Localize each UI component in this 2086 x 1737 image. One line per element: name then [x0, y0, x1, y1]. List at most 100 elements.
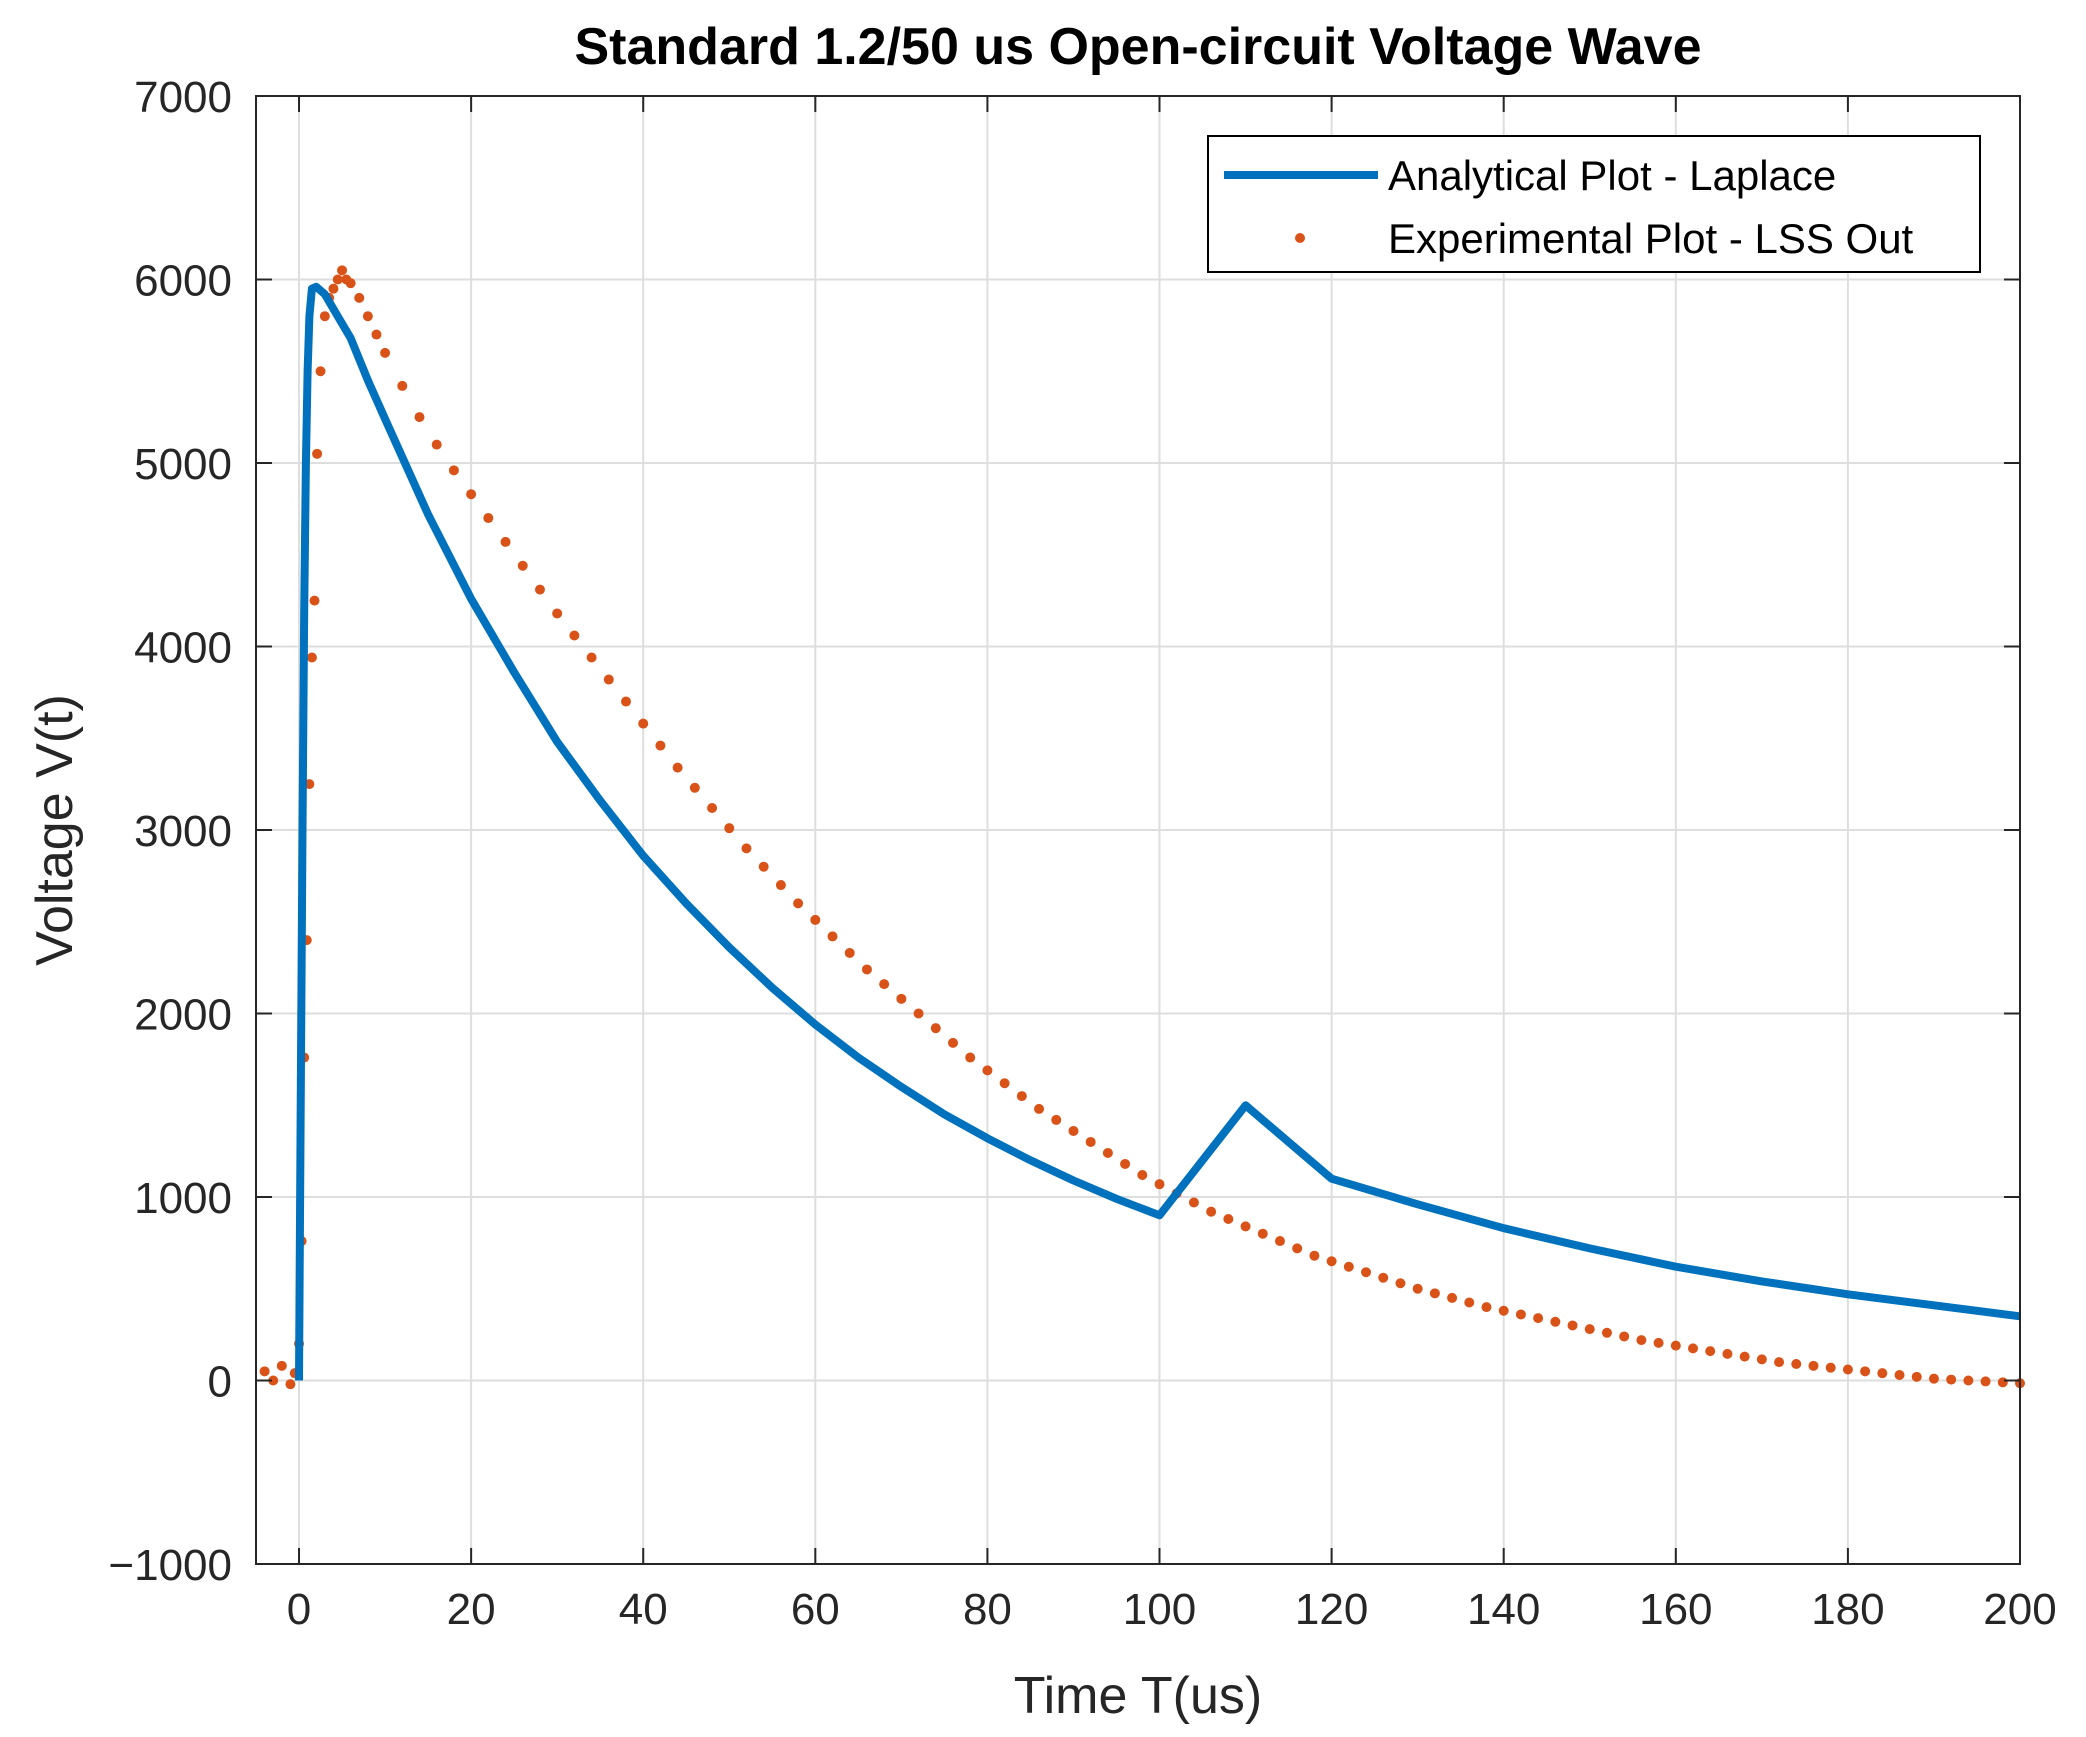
x-tick-label: 100	[1123, 1585, 1196, 1634]
experimental-point	[1670, 1340, 1681, 1351]
experimental-point	[1997, 1377, 2008, 1388]
experimental-point	[1791, 1358, 1802, 1369]
experimental-point	[1601, 1327, 1612, 1338]
experimental-point	[517, 560, 528, 571]
experimental-point	[1361, 1267, 1372, 1278]
experimental-point	[1326, 1256, 1337, 1267]
y-tick-label: 7000	[134, 73, 232, 122]
experimental-point	[689, 782, 700, 793]
experimental-point	[810, 914, 821, 925]
experimental-point	[1102, 1147, 1113, 1158]
experimental-point	[276, 1360, 287, 1371]
experimental-point	[312, 448, 323, 459]
ticks: 0 20 40 60 80 100 120 140 160 180 200 −1000 0 1000 200…	[108, 73, 2056, 1634]
experimental-point	[999, 1078, 1010, 1089]
experimental-point	[337, 265, 348, 276]
experimental-point	[328, 283, 339, 294]
experimental-point	[1963, 1375, 1974, 1386]
experimental-point	[1223, 1214, 1234, 1225]
experimental-point	[982, 1065, 993, 1076]
legend-label-analytical: Analytical Plot - Laplace	[1388, 152, 1836, 199]
y-tick-label: 4000	[134, 624, 232, 673]
experimental-point	[1980, 1376, 1991, 1387]
experimental-point	[1705, 1346, 1716, 1357]
experimental-point	[306, 652, 317, 663]
experimental-point	[1292, 1243, 1303, 1254]
experimental-point	[1274, 1236, 1285, 1247]
legend: Analytical Plot - Laplace Experimental P…	[1207, 135, 1981, 273]
x-tick-label: 80	[963, 1585, 1012, 1634]
experimental-point	[552, 608, 563, 619]
experimental-point	[1257, 1228, 1268, 1239]
experimental-point	[1154, 1179, 1165, 1190]
experimental-point	[354, 292, 365, 303]
y-tick-label: 2000	[134, 991, 232, 1040]
experimental-point	[1739, 1351, 1750, 1362]
y-tick-label: −1000	[108, 1541, 232, 1590]
experimental-point	[1825, 1362, 1836, 1373]
legend-label-experimental: Experimental Plot - LSS Out	[1388, 215, 1914, 262]
x-tick-label: 180	[1811, 1585, 1884, 1634]
experimental-point	[1584, 1324, 1595, 1335]
experimental-point	[947, 1037, 958, 1048]
experimental-point	[1343, 1261, 1354, 1272]
experimental-point	[1085, 1136, 1096, 1147]
x-tick-label: 120	[1295, 1585, 1368, 1634]
experimental-point	[466, 489, 477, 500]
experimental-point	[414, 412, 425, 423]
experimental-point	[483, 513, 494, 524]
experimental-point	[362, 311, 373, 322]
experimental-point	[1515, 1309, 1526, 1320]
experimental-point	[1395, 1278, 1406, 1289]
legend-box	[1207, 135, 1981, 273]
experimental-point	[380, 347, 391, 358]
experimental-point	[268, 1375, 279, 1386]
experimental-point	[319, 311, 330, 322]
experimental-point	[1309, 1250, 1320, 1261]
experimental-point	[569, 630, 580, 641]
experimental-point	[1447, 1292, 1458, 1303]
y-tick-label: 1000	[134, 1174, 232, 1223]
experimental-point	[1567, 1320, 1578, 1331]
experimental-point	[1206, 1206, 1217, 1217]
experimental-point	[1877, 1368, 1888, 1379]
x-tick-label: 60	[791, 1585, 840, 1634]
experimental-point	[500, 536, 511, 547]
experimental-point	[309, 595, 320, 606]
experimental-point	[1911, 1371, 1922, 1382]
experimental-point	[448, 465, 459, 476]
experimental-point	[431, 439, 442, 450]
experimental-point	[1120, 1158, 1131, 1169]
experimental-point	[913, 1008, 924, 1019]
experimental-point	[844, 947, 855, 958]
experimental-point	[259, 1366, 270, 1377]
x-axis-label: Time T(us)	[1014, 1667, 1262, 1725]
experimental-point	[758, 861, 769, 872]
experimental-point	[1412, 1283, 1423, 1294]
experimental-point	[603, 674, 614, 685]
experimental-point	[1894, 1369, 1905, 1380]
experimental-point	[1481, 1302, 1492, 1313]
experimental-point	[1533, 1313, 1544, 1324]
experimental-point	[1464, 1297, 1475, 1308]
experimental-point	[1653, 1337, 1664, 1348]
y-tick-label: 3000	[134, 807, 232, 856]
legend-marker-experimental	[1295, 233, 1305, 243]
experimental-point	[879, 979, 890, 990]
experimental-point	[741, 843, 752, 854]
experimental-point	[1636, 1335, 1647, 1346]
experimental-point	[371, 329, 382, 340]
experimental-point	[1722, 1348, 1733, 1359]
y-tick-label: 5000	[134, 440, 232, 489]
experimental-point	[1946, 1374, 1957, 1385]
experimental-point	[1842, 1364, 1853, 1375]
y-tick-label: 6000	[134, 257, 232, 306]
experimental-point	[1034, 1103, 1045, 1114]
experimental-point	[586, 652, 597, 663]
x-tick-label: 200	[1983, 1585, 2056, 1634]
experimental-point	[1619, 1331, 1630, 1342]
experimental-point	[534, 584, 545, 595]
experimental-point	[965, 1052, 976, 1063]
experimental-point	[1774, 1357, 1785, 1368]
